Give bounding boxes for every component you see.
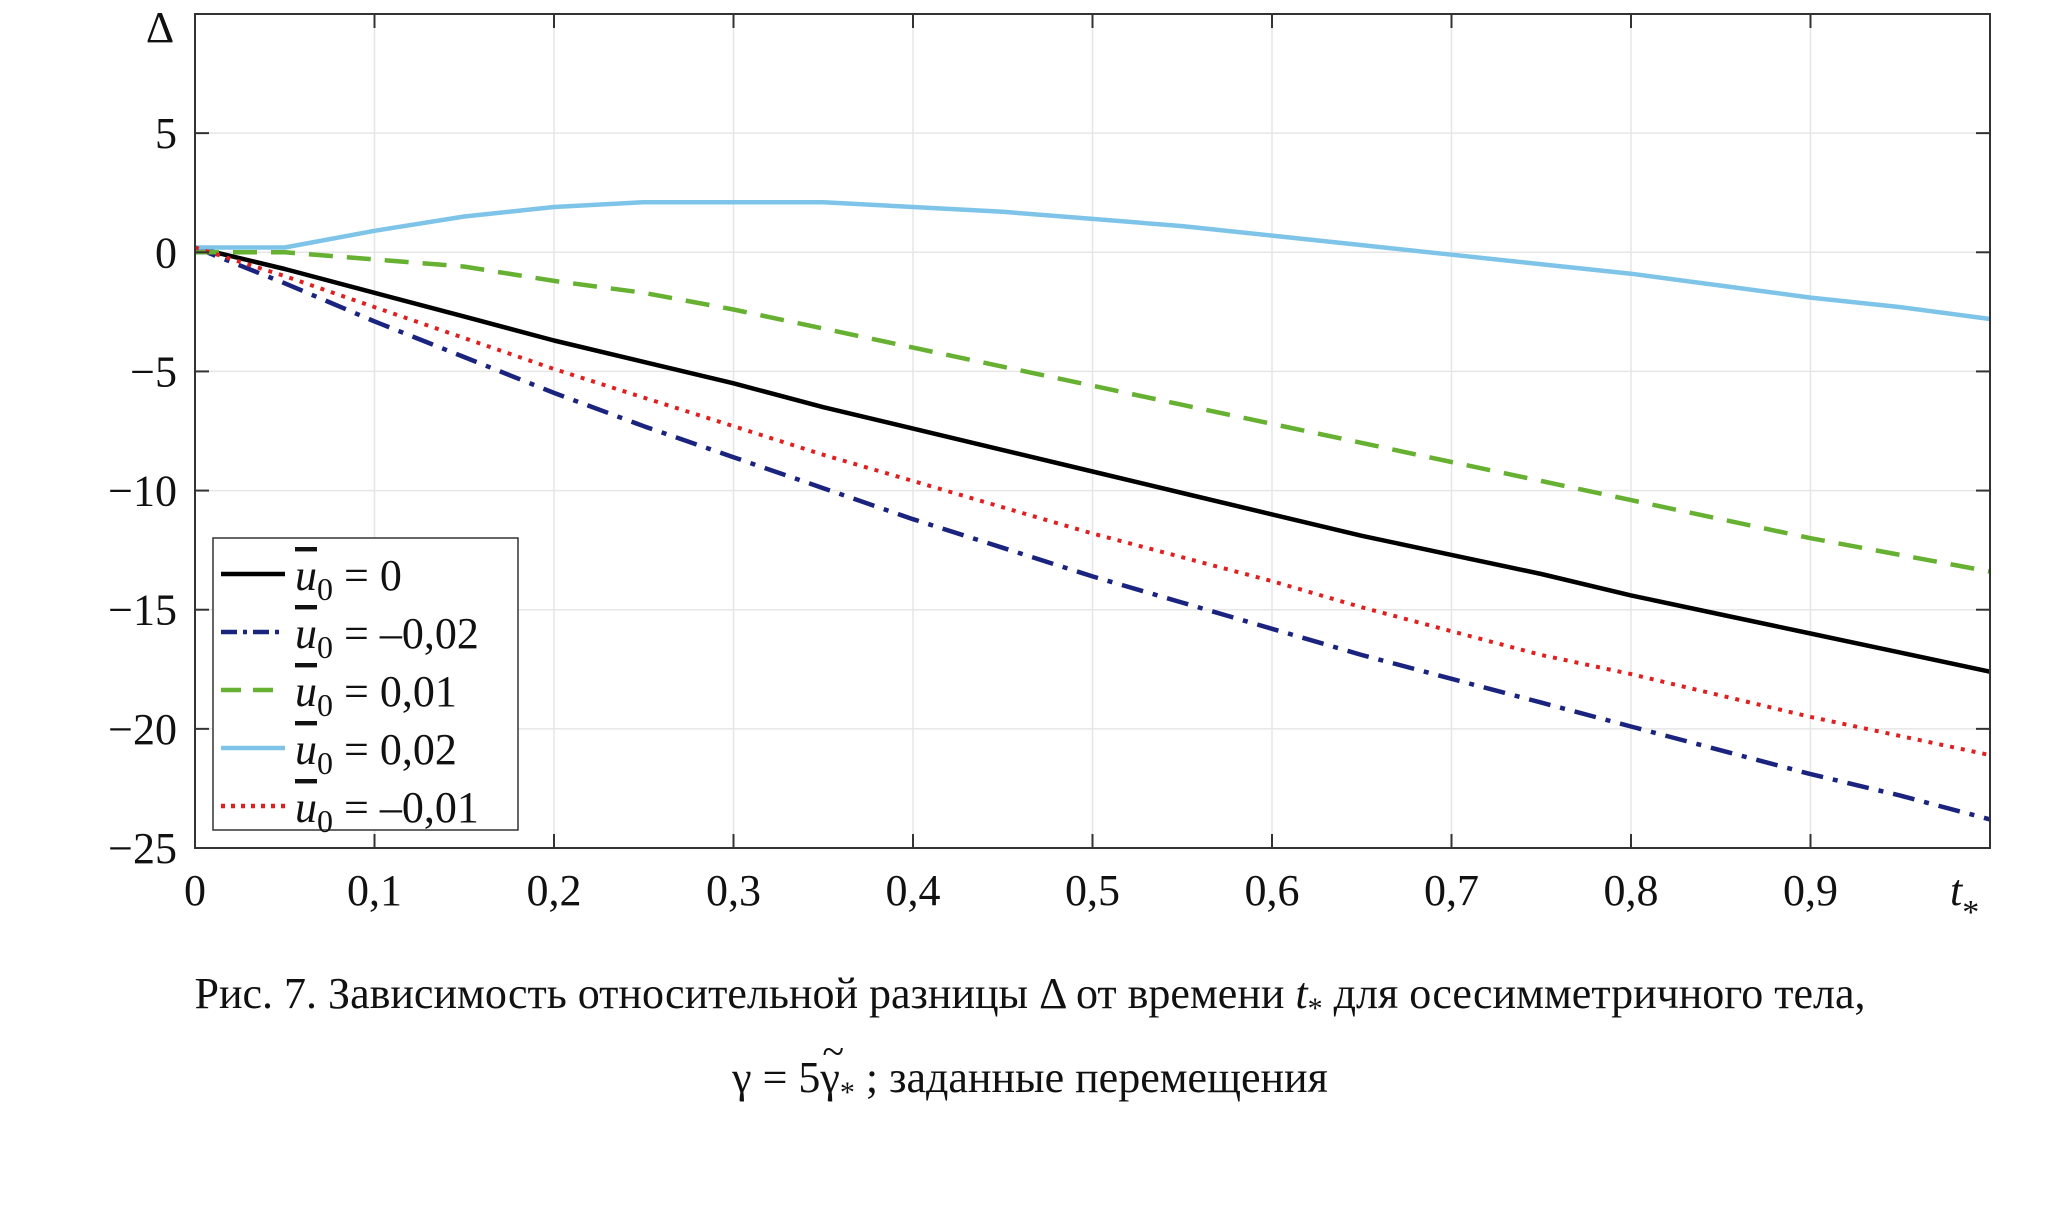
y-tick-label: 0 bbox=[155, 228, 177, 277]
x-axis-label: t* bbox=[1950, 866, 1979, 931]
legend-u-symbol: u bbox=[295, 783, 317, 832]
x-tick-label: 0,1 bbox=[347, 866, 402, 915]
legend-u-symbol: u bbox=[295, 667, 317, 716]
legend-u-symbol: u bbox=[295, 725, 317, 774]
caption-text-after: для осесимметричного тела, bbox=[1322, 969, 1866, 1018]
legend-value: = –0,01 bbox=[333, 783, 479, 832]
y-tick-label: −10 bbox=[108, 467, 177, 516]
series-lines bbox=[194, 199, 1991, 822]
x-tick-labels: 0 0,1 0,2 0,3 0,4 0,5 0,6 0,7 0,8 0,9 bbox=[184, 866, 1838, 915]
y-tick-label: −5 bbox=[130, 347, 177, 396]
caption-gamma-2: γ bbox=[820, 1053, 840, 1102]
legend-value: = 0,02 bbox=[333, 725, 457, 774]
legend-label: u0 = –0,02 bbox=[295, 609, 479, 665]
caption-equals: = 5 bbox=[751, 1053, 821, 1102]
y-tick-labels: 5 0 −5 −10 −15 −20 −25 bbox=[108, 109, 177, 873]
x-tick-label: 0 bbox=[184, 866, 206, 915]
tick-marks bbox=[194, 14, 1990, 849]
legend-value: = –0,02 bbox=[333, 609, 479, 658]
x-tick-label: 0,6 bbox=[1245, 866, 1300, 915]
legend-label: u0 = 0,02 bbox=[295, 725, 457, 781]
legend-label: u0 = 0 bbox=[295, 551, 402, 607]
legend-value: = 0 bbox=[333, 551, 402, 600]
legend-label: u0 = 0,01 bbox=[295, 667, 457, 723]
caption-tilde-mark: ~ bbox=[822, 1029, 845, 1074]
legend-u-symbol: u bbox=[295, 551, 317, 600]
legend-u-symbol: u bbox=[295, 609, 317, 658]
legend-u-sub: 0 bbox=[317, 571, 333, 607]
y-axis-label: Δ bbox=[146, 3, 174, 52]
legend-box bbox=[212, 537, 519, 831]
figure-caption-line-1: Рис. 7. Зависимость относительной разниц… bbox=[0, 968, 2060, 1025]
x-tick-label: 0,7 bbox=[1424, 866, 1479, 915]
figure-caption-line-2: γ = 5 ~ γ* ; заданные перемещения bbox=[0, 1029, 2060, 1109]
legend-label: u0 = –0,01 bbox=[295, 783, 479, 839]
series-line bbox=[194, 245, 1991, 822]
caption-gamma-sub: * bbox=[839, 1076, 855, 1109]
series-line bbox=[195, 250, 1991, 574]
series-line bbox=[194, 245, 1991, 674]
x-tick-label: 0,5 bbox=[1065, 866, 1120, 915]
x-tick-label: 0,8 bbox=[1604, 866, 1659, 915]
series-line bbox=[195, 199, 1991, 322]
legend-u-sub: 0 bbox=[317, 629, 333, 665]
caption-gamma-tilde: ~ γ bbox=[820, 1029, 844, 1103]
y-tick-label: −15 bbox=[108, 586, 177, 635]
y-tick-label: 5 bbox=[155, 109, 177, 158]
x-tick-label: 0,9 bbox=[1783, 866, 1838, 915]
legend-value: = 0,01 bbox=[333, 667, 457, 716]
caption-gamma: γ bbox=[732, 1053, 752, 1102]
caption-text-before: Рис. 7. Зависимость относительной разниц… bbox=[194, 969, 1296, 1018]
x-axis-label-main: t bbox=[1950, 866, 1964, 915]
x-tick-label: 0,2 bbox=[527, 866, 582, 915]
line-chart: 0 0,1 0,2 0,3 0,4 0,5 0,6 0,7 0,8 0,9 5 0 −5 −10 −15 −… bbox=[108, 3, 1991, 931]
legend-u-sub: 0 bbox=[317, 803, 333, 839]
legend-u-sub: 0 bbox=[317, 745, 333, 781]
x-axis-label-sub: * bbox=[1962, 894, 1979, 931]
legend-u-sub: 0 bbox=[317, 687, 333, 723]
x-tick-label: 0,3 bbox=[706, 866, 761, 915]
y-tick-label: −20 bbox=[108, 705, 177, 754]
caption-time-var: t bbox=[1295, 969, 1308, 1018]
y-tick-label: −25 bbox=[108, 824, 177, 873]
x-tick-label: 0,4 bbox=[886, 866, 941, 915]
caption-text-end: ; заданные перемещения bbox=[854, 1053, 1328, 1102]
caption-time-sub: * bbox=[1307, 992, 1323, 1025]
